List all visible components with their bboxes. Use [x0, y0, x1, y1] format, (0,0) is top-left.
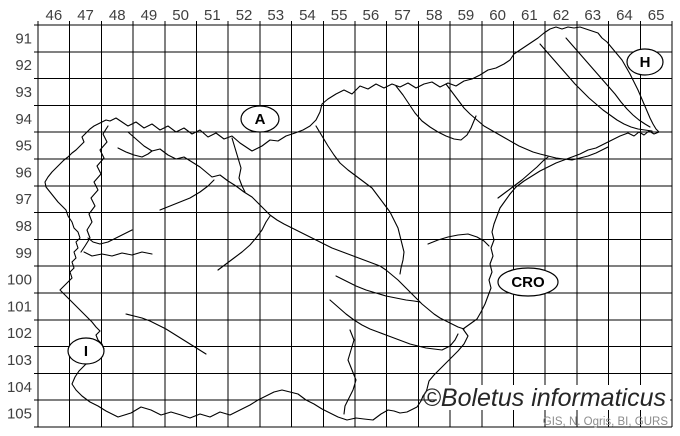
column-label-63: 63	[584, 7, 601, 24]
mtb-grid: 46 47 48 49 50 51 52 53 54 55 56 57 58 59 60 61 62 63 64 65…	[7, 7, 673, 428]
row-label-97: 97	[15, 191, 32, 208]
river-line-soca	[80, 125, 109, 253]
river-line-lahinja	[343, 329, 357, 415]
country-labels: A H CRO I	[67, 48, 664, 365]
river-line-savinja	[315, 125, 405, 275]
river-line-dravinja	[497, 156, 549, 199]
column-label-61: 61	[521, 7, 538, 24]
river-line-krka	[329, 299, 459, 351]
column-label-64: 64	[616, 7, 633, 24]
river-line-mura	[539, 43, 653, 132]
row-label-93: 93	[15, 84, 32, 101]
country-ellipse-austria	[240, 105, 280, 133]
column-label-54: 54	[299, 7, 316, 24]
column-label-59: 59	[458, 7, 475, 24]
watermark: ©Boletus informaticus	[422, 384, 666, 412]
watermark-group: ©Boletus informaticus GIS, N. Ogris, BI,…	[422, 384, 670, 428]
column-label-60: 60	[489, 7, 506, 24]
country-label-croatia: CRO	[511, 274, 545, 291]
column-label-56: 56	[363, 7, 380, 24]
country-ellipse-italy	[67, 337, 105, 365]
country-ellipse-hungary	[626, 48, 664, 76]
river-line-vipava	[83, 251, 153, 257]
country-label-austria: A	[255, 111, 266, 128]
river-line-sava-bohinjka	[117, 147, 153, 158]
country-label-italy: I	[84, 343, 88, 360]
river-line-kokra	[231, 137, 246, 193]
row-label-91: 91	[15, 30, 32, 47]
column-label-58: 58	[426, 7, 443, 24]
column-label-46: 46	[46, 7, 63, 24]
row-label-103: 103	[7, 352, 32, 369]
column-label-49: 49	[141, 7, 158, 24]
row-label-99: 99	[15, 245, 32, 262]
river-line-meza	[395, 85, 477, 141]
river-line-voglajna	[427, 233, 490, 247]
country-and-rivers	[44, 26, 660, 421]
column-label-50: 50	[172, 7, 189, 24]
column-label-48: 48	[109, 7, 126, 24]
row-label-104: 104	[7, 379, 32, 396]
column-label-53: 53	[267, 7, 284, 24]
column-label-47: 47	[77, 7, 94, 24]
row-label-105: 105	[7, 406, 32, 423]
river-line-ledava	[565, 37, 651, 128]
slovenia-border-outline	[44, 26, 660, 421]
river-line-drava	[445, 83, 609, 161]
row-label-100: 100	[7, 272, 32, 289]
row-label-94: 94	[15, 111, 32, 128]
column-label-62: 62	[553, 7, 570, 24]
column-label-57: 57	[394, 7, 411, 24]
river-line-sora	[159, 179, 215, 211]
credits-line: GIS, N. Ogris, BI, GURS	[543, 416, 669, 428]
column-label-52: 52	[236, 7, 253, 24]
row-label-101: 101	[7, 298, 32, 315]
country-ellipse-croatia	[497, 267, 559, 297]
country-label-hungary: H	[640, 54, 651, 71]
watermark-backdrop	[437, 385, 670, 410]
row-label-98: 98	[15, 218, 32, 235]
river-line-ljubljanica	[217, 215, 271, 271]
river-line-sava	[127, 131, 465, 330]
row-label-95: 95	[15, 138, 32, 155]
river-line-idrijca	[87, 229, 133, 245]
row-label-96: 96	[15, 164, 32, 181]
row-label-102: 102	[7, 325, 32, 342]
row-label-92: 92	[15, 57, 32, 74]
column-label-55: 55	[331, 7, 348, 24]
river-line-mirna	[335, 275, 421, 303]
column-label-65: 65	[648, 7, 665, 24]
river-line-reka	[125, 313, 207, 355]
column-label-51: 51	[204, 7, 221, 24]
